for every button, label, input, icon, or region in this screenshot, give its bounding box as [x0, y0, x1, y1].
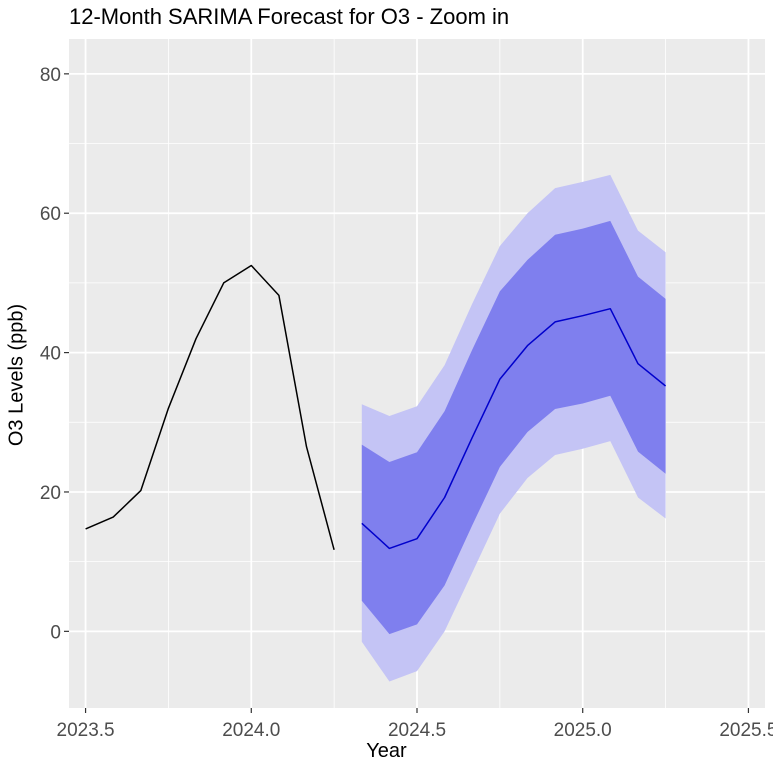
y-tick-label: 0 — [50, 622, 61, 643]
y-tick-label: 20 — [40, 483, 61, 504]
x-tick-label: 2024.5 — [388, 720, 446, 741]
y-tick-label: 80 — [40, 65, 61, 86]
y-tick-label: 60 — [40, 204, 61, 225]
y-tick-label: 40 — [40, 344, 61, 365]
y-axis-title: O3 Levels (ppb) — [5, 303, 28, 447]
x-axis-title: Year — [366, 740, 407, 762]
x-tick-label: 2025.0 — [554, 720, 612, 741]
x-tick-label: 2023.5 — [57, 720, 115, 741]
chart-title: 12-Month SARIMA Forecast for O3 - Zoom i… — [69, 4, 510, 29]
x-tick-label: 2024.0 — [222, 720, 280, 741]
observed-series-line — [85, 264, 335, 550]
forecast-mean-line — [361, 307, 667, 550]
x-tick-label: 2025.5 — [719, 720, 773, 741]
forecast-80-interval — [361, 220, 666, 635]
